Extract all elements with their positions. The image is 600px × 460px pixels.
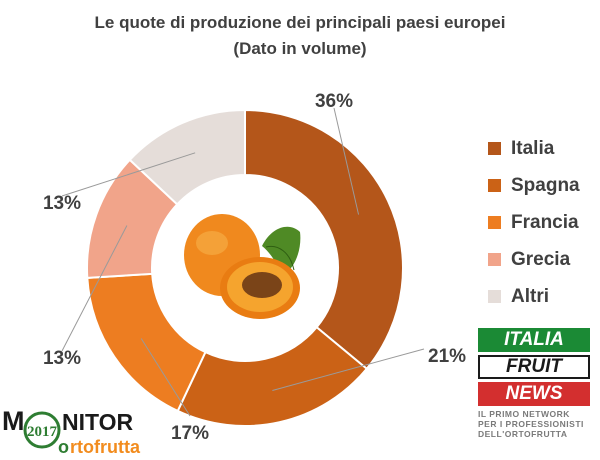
data-label-altri: 13% — [43, 193, 81, 214]
data-label-francia: 17% — [171, 423, 209, 444]
monitor-ortofrutta-logo: M 2017 NITOR o rtofrutta — [2, 406, 141, 457]
legend-swatch — [488, 216, 501, 229]
leader-line-grecia — [61, 225, 128, 352]
data-label-spagna: 21% — [428, 346, 466, 367]
logo-letter-m: M — [2, 406, 25, 436]
leaf-shape — [262, 226, 301, 276]
legend-item-grecia: Grecia — [488, 241, 580, 278]
legend-swatch — [488, 142, 501, 155]
slice-altri — [128, 108, 246, 206]
legend-item-altri: Altri — [488, 278, 580, 315]
ifn-line-news: NEWS — [478, 382, 590, 406]
logo-word-monitor-rest: NITOR — [62, 409, 134, 435]
percent-labels: 36% 21% 17% 13% 13% — [43, 91, 466, 444]
donut-slices — [86, 108, 404, 427]
legend-swatch — [488, 179, 501, 192]
leader-line-altri — [61, 152, 196, 197]
ifn-line-fruit: FRUIT — [478, 355, 590, 379]
ifn-tagline-1: IL PRIMO NETWORK — [478, 409, 570, 419]
leader-lines — [61, 107, 425, 417]
logo-word-ortofrutta-rest: rtofrutta — [70, 437, 141, 457]
italia-fruit-news-logo: ITALIA FRUIT NEWS IL PRIMO NETWORK PER I… — [478, 328, 590, 452]
legend-item-francia: Francia — [488, 204, 580, 241]
slice-francia — [86, 272, 207, 413]
legend-item-spagna: Spagna — [488, 167, 580, 204]
legend-item-italia: Italia — [488, 130, 580, 167]
legend: Italia Spagna Francia Grecia Altri — [488, 130, 580, 315]
leader-line-spagna — [272, 348, 425, 391]
legend-label: Altri — [511, 285, 549, 307]
legend-label: Grecia — [511, 248, 571, 270]
legend-label: Francia — [511, 211, 579, 233]
apricot-pit — [242, 272, 282, 298]
legend-swatch — [488, 253, 501, 266]
data-label-grecia: 13% — [43, 348, 81, 369]
legend-label: Italia — [511, 137, 555, 159]
legend-label: Spagna — [511, 174, 580, 196]
logo-letter-o: o — [58, 437, 69, 457]
ifn-tagline-3: DELL'ORTOFRUTTA — [478, 429, 568, 439]
apricot-image — [184, 214, 301, 319]
leader-line-francia — [140, 338, 191, 417]
ifn-line-italia: ITALIA — [478, 328, 590, 352]
chart-subtitle: (Dato in volume) — [233, 39, 367, 58]
logo-ring — [23, 411, 61, 449]
logo-year: 2017 — [27, 424, 58, 440]
legend-swatch — [488, 290, 501, 303]
ifn-tagline-2: PER I PROFESSIONISTI — [478, 419, 584, 429]
leaf-vein — [265, 245, 295, 271]
chart-title: Le quote di produzione dei principali pa… — [94, 13, 506, 32]
data-label-italia: 36% — [315, 91, 353, 112]
apricot-highlight — [196, 231, 228, 255]
chart-title-block: Le quote di produzione dei principali pa… — [0, 10, 600, 62]
leader-line-italia — [333, 107, 360, 215]
